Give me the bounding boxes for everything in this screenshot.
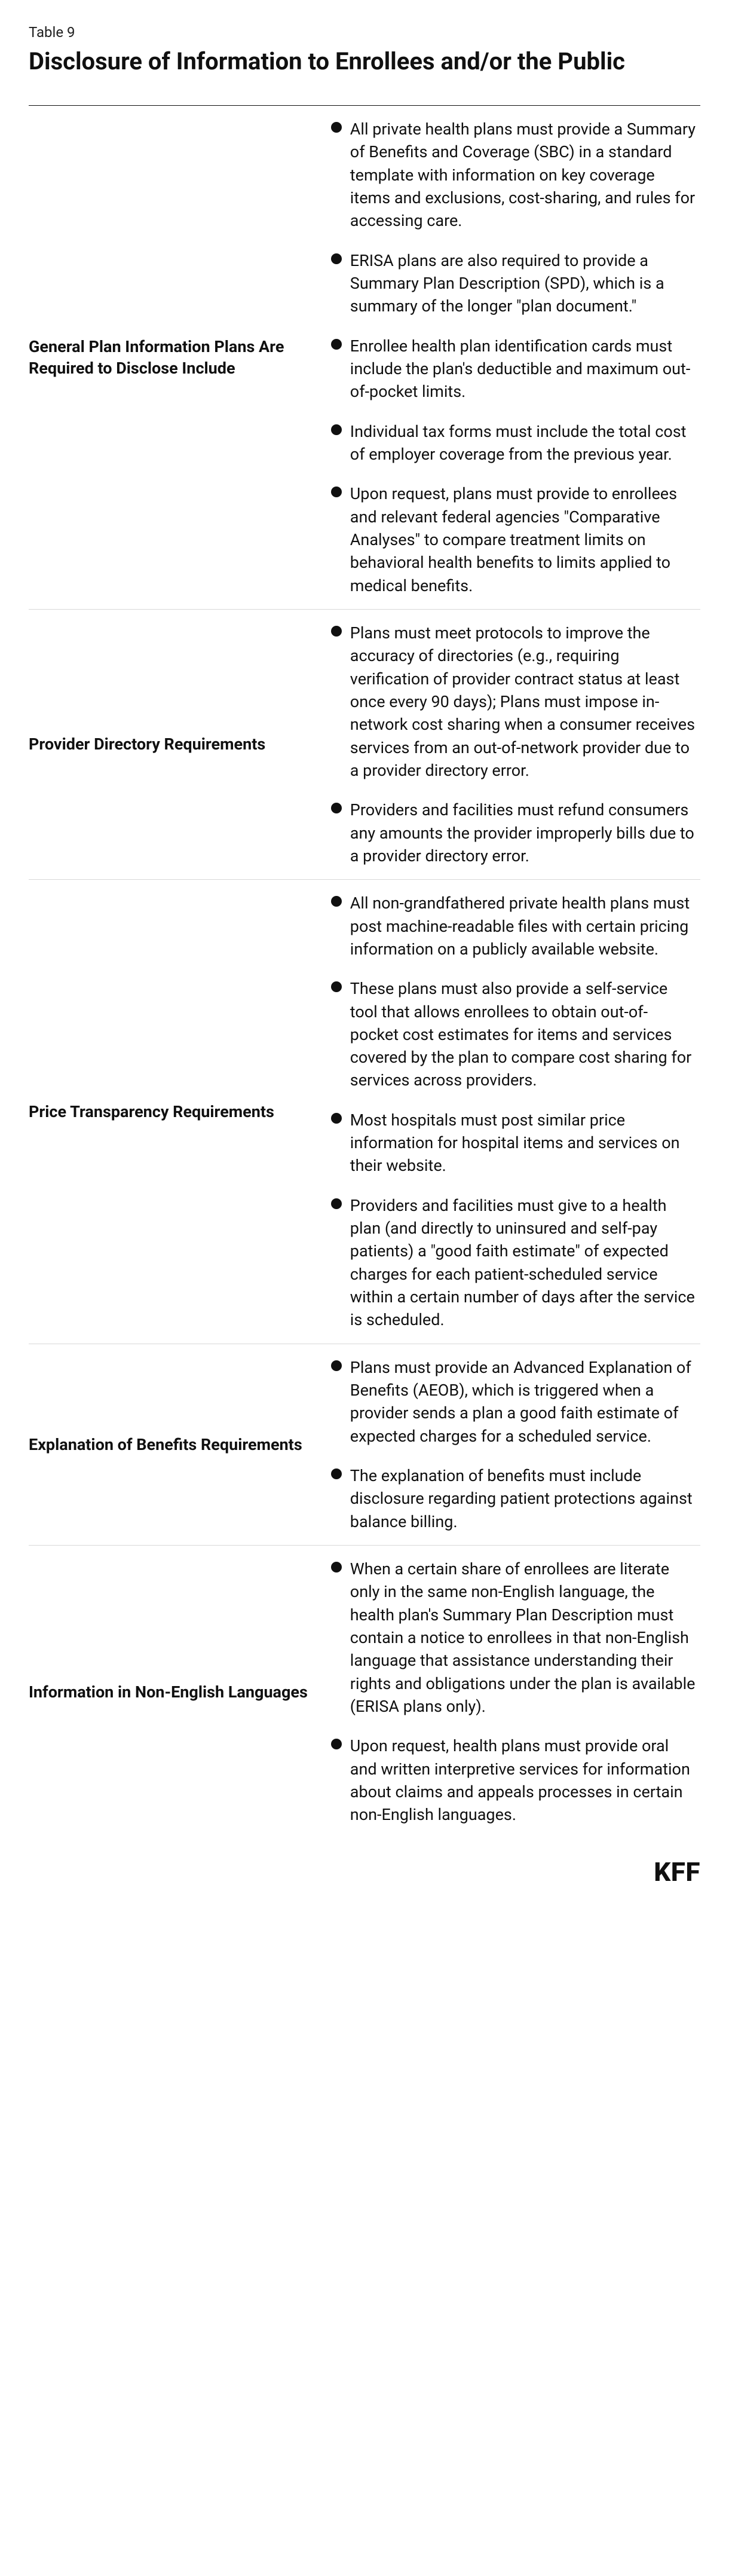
row-label: General Plan Information Plans Are Requi… bbox=[29, 106, 331, 609]
bullet-icon bbox=[331, 896, 342, 907]
table-row: General Plan Information Plans Are Requi… bbox=[29, 106, 700, 609]
bullet-item: Individual tax forms must include the to… bbox=[331, 420, 696, 466]
bullet-item: The explanation of benefits must include… bbox=[331, 1464, 696, 1533]
bullet-text: These plans must also provide a self-ser… bbox=[350, 977, 696, 1092]
bullet-text: All non-grandfathered private health pla… bbox=[350, 892, 696, 960]
bullet-item: ERISA plans are also required to provide… bbox=[331, 249, 696, 318]
bullet-item: Most hospitals must post similar price i… bbox=[331, 1109, 696, 1177]
bullet-icon bbox=[331, 981, 342, 992]
row-content: All private health plans must provide a … bbox=[331, 106, 700, 609]
bullet-item: When a certain share of enrollees are li… bbox=[331, 1558, 696, 1718]
table-row: Explanation of Benefits RequirementsPlan… bbox=[29, 1344, 700, 1545]
row-content: All non-grandfathered private health pla… bbox=[331, 880, 700, 1344]
row-content: Plans must provide an Advanced Explanati… bbox=[331, 1344, 700, 1545]
bullet-text: Providers and facilities must refund con… bbox=[350, 799, 696, 867]
bullet-text: Plans must meet protocols to improve the… bbox=[350, 622, 696, 782]
bullet-item: Plans must meet protocols to improve the… bbox=[331, 622, 696, 782]
bullet-text: Most hospitals must post similar price i… bbox=[350, 1109, 696, 1177]
bullet-text: Upon request, health plans must provide … bbox=[350, 1734, 696, 1826]
bullet-text: When a certain share of enrollees are li… bbox=[350, 1558, 696, 1718]
bullet-icon bbox=[331, 424, 342, 435]
bullet-item: Plans must provide an Advanced Explanati… bbox=[331, 1356, 696, 1448]
bullet-icon bbox=[331, 1113, 342, 1124]
bullet-item: All private health plans must provide a … bbox=[331, 118, 696, 232]
footer-brand: KFF bbox=[29, 1856, 700, 1887]
row-label: Information in Non-English Languages bbox=[29, 1546, 331, 1838]
bullet-text: The explanation of benefits must include… bbox=[350, 1464, 696, 1533]
bullet-text: Individual tax forms must include the to… bbox=[350, 420, 696, 466]
bullet-icon bbox=[331, 487, 342, 497]
bullet-item: All non-grandfathered private health pla… bbox=[331, 892, 696, 960]
bullet-icon bbox=[331, 339, 342, 350]
page-title: Disclosure of Information to Enrollees a… bbox=[29, 47, 700, 77]
bullet-icon bbox=[331, 1562, 342, 1572]
row-content: When a certain share of enrollees are li… bbox=[331, 1546, 700, 1838]
bullet-icon bbox=[331, 122, 342, 133]
bullet-icon bbox=[331, 1198, 342, 1209]
bullet-text: All private health plans must provide a … bbox=[350, 118, 696, 232]
bullet-item: Providers and facilities must refund con… bbox=[331, 799, 696, 867]
table-row: Information in Non-English LanguagesWhen… bbox=[29, 1546, 700, 1838]
bullet-text: ERISA plans are also required to provide… bbox=[350, 249, 696, 318]
bullet-icon bbox=[331, 626, 342, 637]
bullet-item: Enrollee health plan identification card… bbox=[331, 335, 696, 403]
row-label: Price Transparency Requirements bbox=[29, 880, 331, 1344]
bullet-icon bbox=[331, 803, 342, 813]
bullet-item: Upon request, plans must provide to enro… bbox=[331, 482, 696, 597]
bullet-item: Upon request, health plans must provide … bbox=[331, 1734, 696, 1826]
bullet-icon bbox=[331, 253, 342, 264]
row-content: Plans must meet protocols to improve the… bbox=[331, 609, 700, 879]
disclosure-table: General Plan Information Plans Are Requi… bbox=[29, 106, 700, 1838]
table-row: Price Transparency Requirements All non-g… bbox=[29, 880, 700, 1344]
bullet-text: Providers and facilities must give to a … bbox=[350, 1194, 696, 1332]
bullet-text: Plans must provide an Advanced Explanati… bbox=[350, 1356, 696, 1448]
bullet-item: These plans must also provide a self-ser… bbox=[331, 977, 696, 1092]
bullet-icon bbox=[331, 1739, 342, 1749]
bullet-text: Enrollee health plan identification card… bbox=[350, 335, 696, 403]
bullet-item: Providers and facilities must give to a … bbox=[331, 1194, 696, 1332]
table-row: Provider Directory RequirementsPlans mus… bbox=[29, 609, 700, 879]
table-label: Table 9 bbox=[29, 24, 700, 41]
bullet-text: Upon request, plans must provide to enro… bbox=[350, 482, 696, 597]
bullet-icon bbox=[331, 1468, 342, 1479]
row-label: Explanation of Benefits Requirements bbox=[29, 1344, 331, 1545]
bullet-icon bbox=[331, 1360, 342, 1371]
row-label: Provider Directory Requirements bbox=[29, 609, 331, 879]
